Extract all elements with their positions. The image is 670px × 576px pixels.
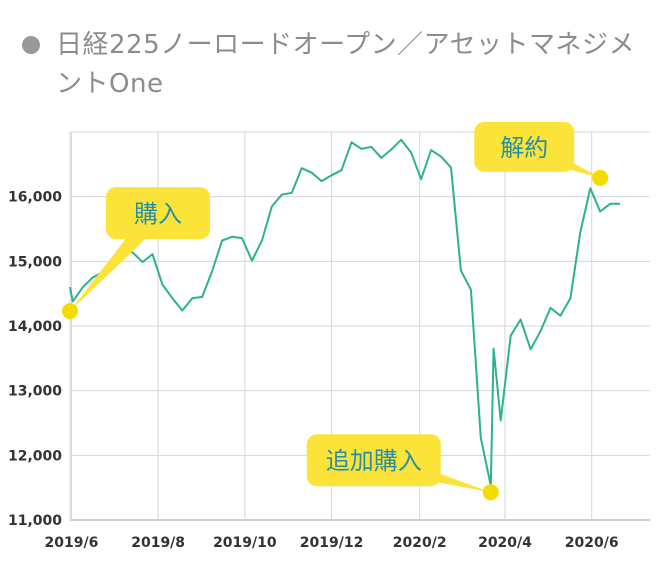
y-tick-label: 15,000 xyxy=(8,254,62,270)
callout-label: 追加購入 xyxy=(326,447,422,475)
callout-bubble xyxy=(306,434,441,487)
y-tick-label: 13,000 xyxy=(8,384,62,400)
annotation-marker xyxy=(482,484,499,501)
annotation-callout: 解約 xyxy=(474,121,609,186)
annotation-callout: 購入 xyxy=(62,187,210,320)
callout-label: 購入 xyxy=(134,200,182,228)
x-tick-label: 2019/6 xyxy=(45,535,99,551)
y-tick-label: 11,000 xyxy=(8,513,62,529)
annotation-marker xyxy=(592,169,609,186)
x-tick-label: 2020/4 xyxy=(478,535,532,551)
y-tick-label: 16,000 xyxy=(8,190,62,206)
callout-bubble xyxy=(474,121,575,172)
x-tick-label: 2019/12 xyxy=(300,535,364,551)
x-tick-label: 2019/8 xyxy=(131,535,185,551)
x-tick-label: 2019/10 xyxy=(213,535,277,551)
title-bullet-icon xyxy=(22,36,40,54)
callout-label: 解約 xyxy=(500,134,548,162)
price-series-line xyxy=(69,138,621,487)
y-tick-label: 12,000 xyxy=(8,448,62,464)
x-tick-label: 2020/6 xyxy=(565,535,619,551)
y-tick-label: 14,000 xyxy=(8,319,62,335)
x-tick-label: 2020/2 xyxy=(393,535,447,551)
page-title: 日経225ノーロードオープン／アセットマネジメントOne xyxy=(56,30,636,99)
chart-title-area: 日経225ノーロードオープン／アセットマネジメントOne xyxy=(22,26,652,104)
callout-bubble xyxy=(106,187,210,240)
annotation-marker xyxy=(62,303,78,320)
annotation-callout: 追加購入 xyxy=(306,434,499,501)
